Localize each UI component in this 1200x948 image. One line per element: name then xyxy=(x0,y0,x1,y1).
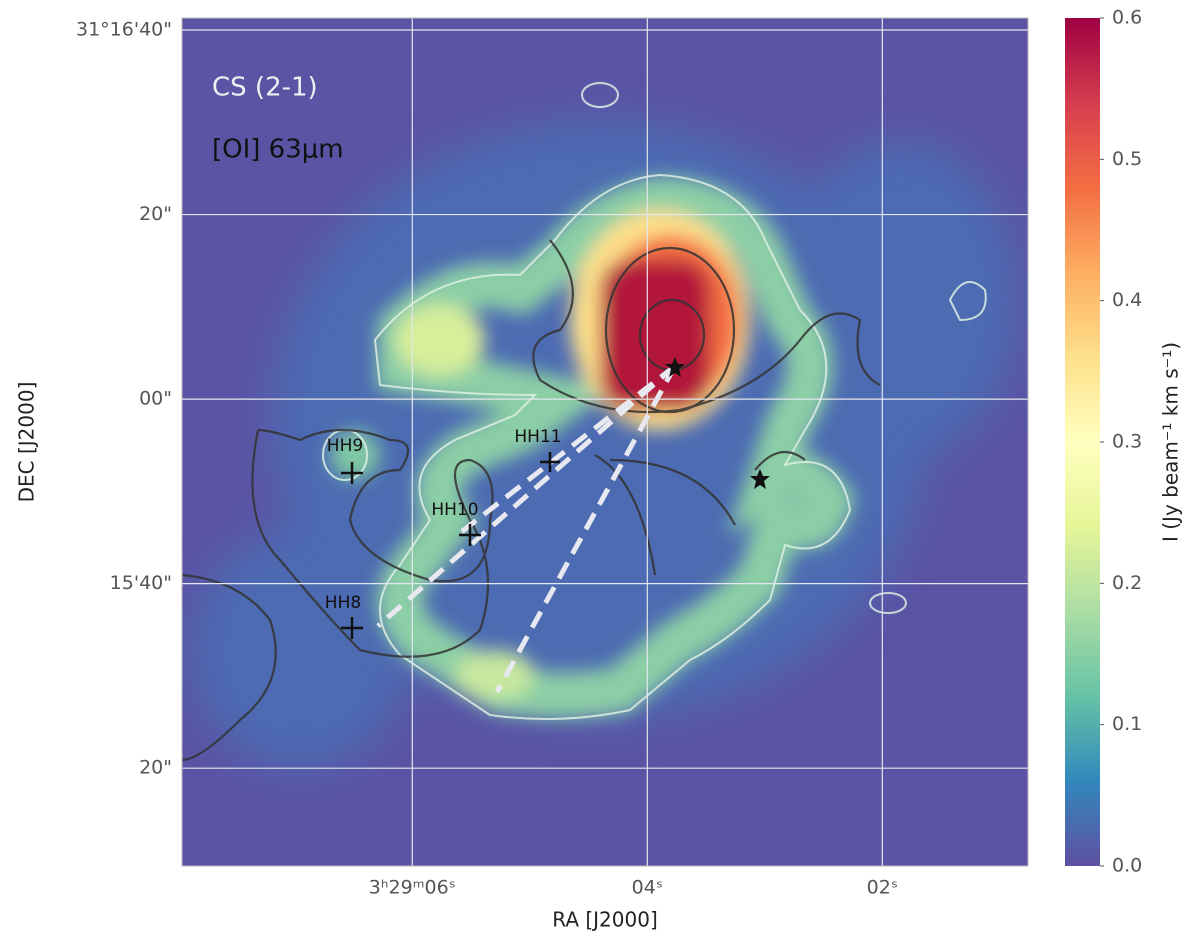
colorbar xyxy=(1065,18,1100,866)
colorbar-tick-label: 0.1 xyxy=(1112,713,1142,735)
annotation: [OI] 63μm xyxy=(212,135,344,165)
x-axis-label: RA [J2000] xyxy=(552,908,658,932)
y-tick-label: 20" xyxy=(139,757,172,779)
colorbar-tick-label: 0.5 xyxy=(1112,148,1142,170)
colorbar-tick-label: 0.2 xyxy=(1112,572,1142,594)
annotation: HH11 xyxy=(514,427,561,447)
y-tick-label: 00" xyxy=(139,388,172,410)
y-tick-label: 31°16'40" xyxy=(76,18,172,40)
y-tick-label: 15'40" xyxy=(110,572,172,594)
x-tick-label: 3ʰ29ᵐ06ˢ xyxy=(369,877,456,899)
annotation: HH8 xyxy=(325,593,361,613)
frame xyxy=(181,17,1029,867)
y-tick-label: 20" xyxy=(139,203,172,225)
y-axis-label: DEC [J2000] xyxy=(15,382,39,503)
map xyxy=(182,18,1028,866)
colorbar-tick-label: 0.3 xyxy=(1112,431,1142,453)
colorbar-tick-label: 0.0 xyxy=(1112,855,1142,877)
x-tick-label: 04ˢ xyxy=(632,877,663,899)
colorbar-label: I (Jy beam⁻¹ km s⁻¹) xyxy=(1159,342,1183,542)
colorbar-tick-label: 0.4 xyxy=(1112,289,1142,311)
annotation: HH9 xyxy=(327,436,363,456)
colorbar-tick-label: 0.6 xyxy=(1112,7,1142,29)
annotation: HH10 xyxy=(431,500,478,520)
grid xyxy=(182,18,1028,866)
annotation: CS (2-1) xyxy=(212,73,318,103)
x-tick-label: 02ˢ xyxy=(867,877,898,899)
